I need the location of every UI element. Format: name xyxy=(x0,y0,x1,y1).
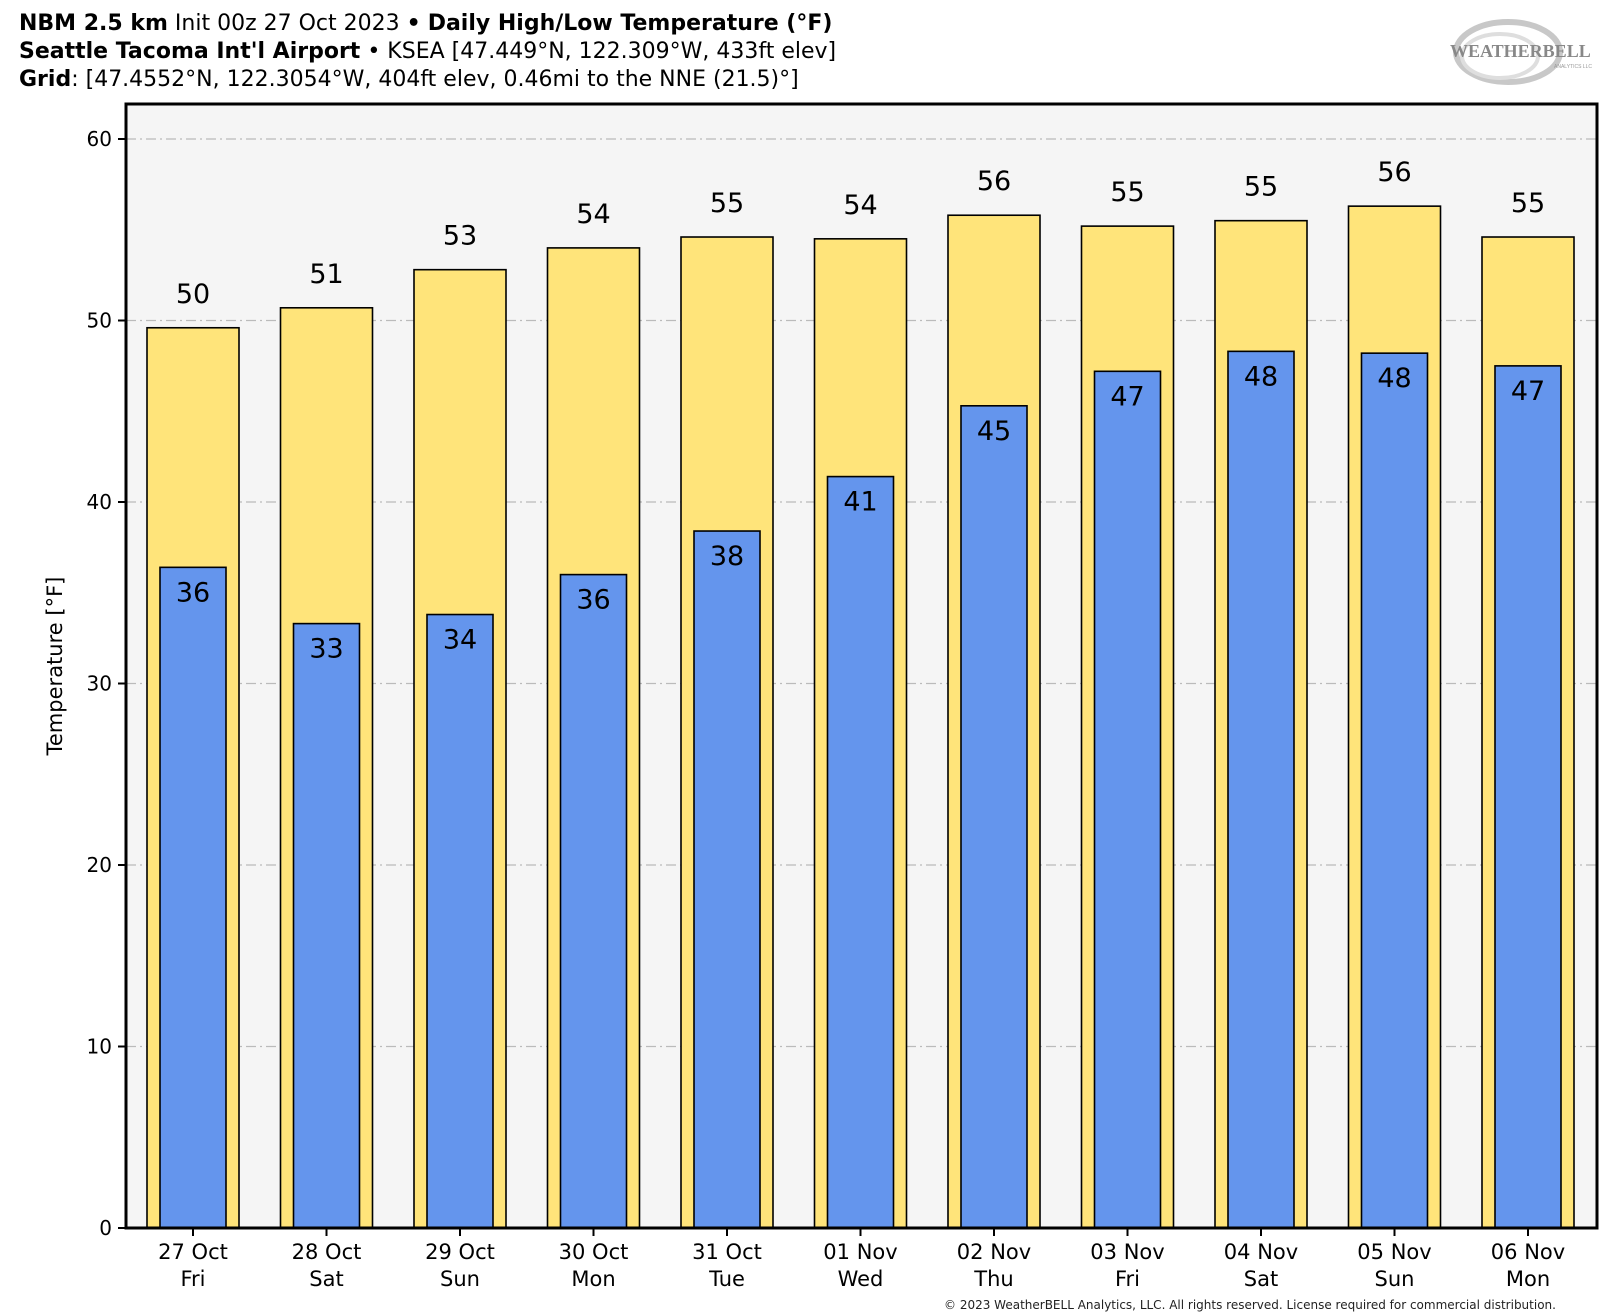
weatherbell-logo: WEATHERBELL ANALYTICS LLC xyxy=(1450,19,1592,85)
header-line-1: NBM 2.5 km Init 00z 27 Oct 2023 • Daily … xyxy=(19,10,836,38)
y-axis-title: Temperature [°F] xyxy=(43,577,67,757)
header-separator: • xyxy=(367,39,381,64)
low-temp-label: 47 xyxy=(1511,376,1545,407)
bars: 50 36 51 33 53 34 54 36 55 38 54 41 56 45 55 47 55 48 56 48… xyxy=(146,157,1575,1229)
x-tick-date: 27 Oct xyxy=(158,1240,228,1264)
x-tick-date: 03 Nov xyxy=(1090,1240,1164,1264)
low-temp-label: 48 xyxy=(1244,361,1278,392)
high-temp-label: 56 xyxy=(1377,157,1411,188)
x-tick-day: Fri xyxy=(1115,1267,1140,1291)
low-temp-label: 36 xyxy=(176,577,210,608)
high-temp-label: 54 xyxy=(843,190,877,221)
low-temp-bar xyxy=(1093,370,1162,1229)
header-line-2: Seattle Tacoma Int'l Airport • KSEA [47.… xyxy=(19,38,836,66)
chart-header: NBM 2.5 km Init 00z 27 Oct 2023 • Daily … xyxy=(19,10,836,94)
high-temp-label: 55 xyxy=(1511,188,1545,219)
low-temp-label: 41 xyxy=(843,487,877,518)
x-tick-day: Thu xyxy=(973,1267,1013,1291)
high-temp-label: 56 xyxy=(977,166,1011,197)
high-temp-label: 50 xyxy=(176,279,210,310)
low-temp-bar xyxy=(1494,365,1562,1229)
low-temp-bar xyxy=(159,566,227,1229)
x-tick-day: Sat xyxy=(1244,1267,1278,1291)
station-coords: KSEA [47.449°N, 122.309°W, 433ft elev] xyxy=(387,39,837,64)
station-name: Seattle Tacoma Int'l Airport xyxy=(19,39,361,64)
header-line-3: Grid: [47.4552°N, 122.3054°W, 404ft elev… xyxy=(19,66,836,94)
high-temp-label: 55 xyxy=(710,188,744,219)
low-temp-label: 45 xyxy=(977,416,1011,447)
low-temp-label: 36 xyxy=(576,585,610,616)
x-tick-date: 28 Oct xyxy=(292,1240,362,1264)
low-temp-bar xyxy=(826,475,895,1229)
x-tick-day: Sun xyxy=(1375,1267,1415,1291)
y-tick-label: 20 xyxy=(87,853,112,877)
low-temp-label: 38 xyxy=(710,541,744,572)
axes: 0 10 20 30 40 50 60 27 Oct Fri 28 Oct Sat 29 Oct Sun… xyxy=(87,127,1566,1291)
product-title: Daily High/Low Temperature (°F) xyxy=(427,11,833,36)
y-tick-label: 50 xyxy=(87,309,112,333)
model-name: NBM 2.5 km xyxy=(19,11,168,36)
x-tick-date: 04 Nov xyxy=(1224,1240,1298,1264)
x-tick-date: 05 Nov xyxy=(1357,1240,1431,1264)
logo-subtext: ANALYTICS LLC xyxy=(1554,64,1592,70)
y-tick-label: 10 xyxy=(87,1035,112,1059)
y-tick-label: 30 xyxy=(87,672,112,696)
high-temp-label: 53 xyxy=(443,221,477,252)
low-temp-label: 34 xyxy=(443,625,477,656)
high-temp-label: 51 xyxy=(309,259,343,290)
logo-text: WEATHERBELL xyxy=(1450,41,1591,61)
y-tick-label: 0 xyxy=(99,1216,112,1240)
low-temp-bar xyxy=(960,405,1028,1229)
low-temp-bar xyxy=(559,573,628,1229)
x-tick-day: Sat xyxy=(309,1267,343,1291)
low-temp-label: 47 xyxy=(1110,381,1144,412)
high-temp-label: 55 xyxy=(1244,172,1278,203)
x-tick-day: Mon xyxy=(571,1267,615,1291)
x-tick-day: Tue xyxy=(708,1267,745,1291)
grid-label: Grid xyxy=(19,67,72,92)
x-tick-date: 30 Oct xyxy=(559,1240,629,1264)
x-tick-date: 06 Nov xyxy=(1491,1240,1565,1264)
x-tick-day: Sun xyxy=(440,1267,480,1291)
grid-coords: : [47.4552°N, 122.3054°W, 404ft elev, 0.… xyxy=(71,67,799,92)
low-temp-label: 33 xyxy=(309,634,343,665)
low-temp-bar xyxy=(1360,352,1429,1229)
x-tick-date: 31 Oct xyxy=(692,1240,762,1264)
x-tick-day: Fri xyxy=(180,1267,205,1291)
low-temp-bar xyxy=(693,530,761,1229)
low-temp-label: 48 xyxy=(1377,363,1411,394)
init-time: Init 00z 27 Oct 2023 xyxy=(174,11,400,36)
copyright-notice: © 2023 WeatherBELL Analytics, LLC. All r… xyxy=(944,1298,1556,1312)
x-tick-date: 01 Nov xyxy=(823,1240,897,1264)
y-tick-label: 60 xyxy=(87,127,112,151)
header-separator: • xyxy=(406,11,421,36)
x-tick-day: Mon xyxy=(1506,1267,1550,1291)
high-temp-label: 54 xyxy=(576,199,610,230)
x-tick-date: 29 Oct xyxy=(425,1240,495,1264)
x-tick-date: 02 Nov xyxy=(957,1240,1031,1264)
low-temp-bar xyxy=(292,622,361,1229)
high-temp-label: 55 xyxy=(1110,177,1144,208)
x-tick-day: Wed xyxy=(838,1267,884,1291)
y-tick-label: 40 xyxy=(87,490,112,514)
low-temp-bar xyxy=(426,613,494,1229)
low-temp-bar xyxy=(1227,350,1295,1229)
